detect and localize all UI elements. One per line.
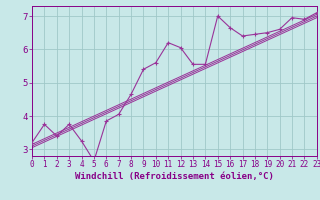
X-axis label: Windchill (Refroidissement éolien,°C): Windchill (Refroidissement éolien,°C) (75, 172, 274, 181)
